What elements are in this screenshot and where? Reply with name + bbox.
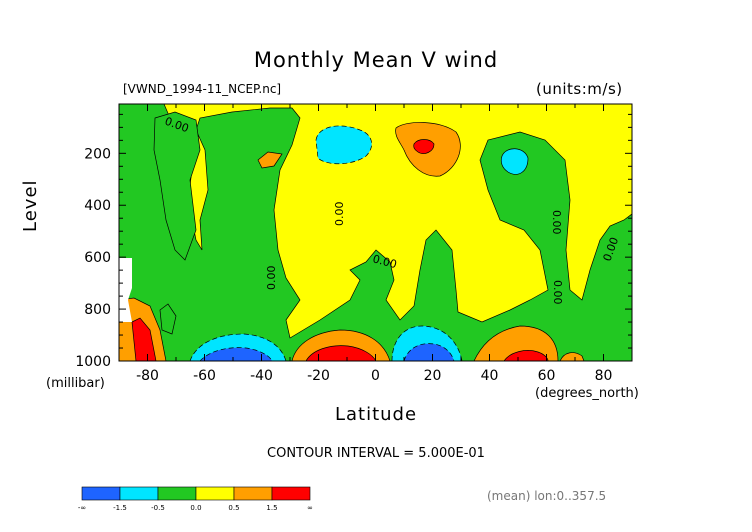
colorbar-swatch	[271, 486, 311, 501]
field-green-small-left	[159, 303, 177, 335]
missing-data-patch	[119, 258, 132, 322]
colorbar-label: 0.5	[228, 504, 239, 512]
field-cyan-upper	[315, 125, 373, 165]
colorbar-swatch	[119, 486, 159, 501]
x-tick-label: -80	[136, 368, 159, 384]
field-blue-surface-right	[403, 343, 455, 361]
colorbar-swatch	[233, 486, 273, 501]
colorbar-swatch	[81, 486, 121, 501]
x-tick-label: -60	[193, 368, 216, 384]
field-red-surface-right	[503, 350, 549, 361]
x-tick-label: -20	[307, 368, 330, 384]
contour-label: 0.00	[371, 252, 398, 271]
field-red-surface-mid	[305, 345, 377, 361]
colorbar-label: -∞	[78, 504, 86, 512]
contour-interval-text: CONTOUR INTERVAL = 5.000E-01	[267, 446, 485, 461]
colorbar-label: -0.5	[151, 504, 165, 512]
axes: -80 -60 -40 -20 0 20 40 60 80 200 400 600 800 1000	[75, 104, 633, 384]
contour-fields	[119, 104, 632, 361]
x-axis-label: Latitude	[334, 404, 418, 425]
y-tick-label: 400	[84, 198, 111, 214]
chart-title: Monthly Mean V wind	[253, 48, 499, 72]
field-red-upper	[413, 139, 435, 154]
y-tick-label: 600	[84, 250, 111, 266]
x-tick-label: 80	[595, 368, 613, 384]
y-tick-label: 1000	[75, 354, 111, 370]
contour-label: 0.00	[551, 280, 564, 305]
colorbar: -∞ -1.5 -0.5 0.0 0.5 1.5 ∞	[78, 486, 313, 512]
y-unit-label: (millibar)	[46, 376, 105, 391]
x-tick-label: 20	[424, 368, 442, 384]
colorbar-label: ∞	[307, 504, 313, 512]
field-cyan-upper-right	[500, 148, 529, 175]
contour-label: 0.00	[550, 210, 563, 235]
x-tick-label: -40	[250, 368, 273, 384]
contour-label: 0.00	[265, 266, 278, 291]
x-unit-label: (degrees_north)	[535, 386, 639, 401]
mean-note: (mean) lon:0..357.5	[487, 489, 607, 503]
colorbar-label: 1.5	[266, 504, 277, 512]
field-blue-surface-left	[199, 347, 273, 361]
field-green-upper-left	[153, 111, 201, 261]
y-tick-label: 800	[84, 302, 111, 318]
field-orange-small	[257, 151, 283, 169]
colorbar-swatch	[157, 486, 197, 501]
colorbar-label: 0.0	[190, 504, 201, 512]
x-tick-label: 40	[481, 368, 499, 384]
y-tick-label: 200	[84, 146, 111, 162]
units-label: (units:m/s)	[536, 80, 623, 98]
x-tick-label: 60	[538, 368, 556, 384]
file-label: [VWND_1994-11_NCEP.nc]	[123, 82, 282, 96]
contour-label: 0.00	[333, 202, 346, 227]
x-tick-label: 0	[371, 368, 380, 384]
field-red-surface-left-edge	[131, 317, 157, 361]
colorbar-swatch	[195, 486, 235, 501]
field-orange-surface-far-right	[559, 352, 585, 361]
colorbar-label: -1.5	[113, 504, 127, 512]
